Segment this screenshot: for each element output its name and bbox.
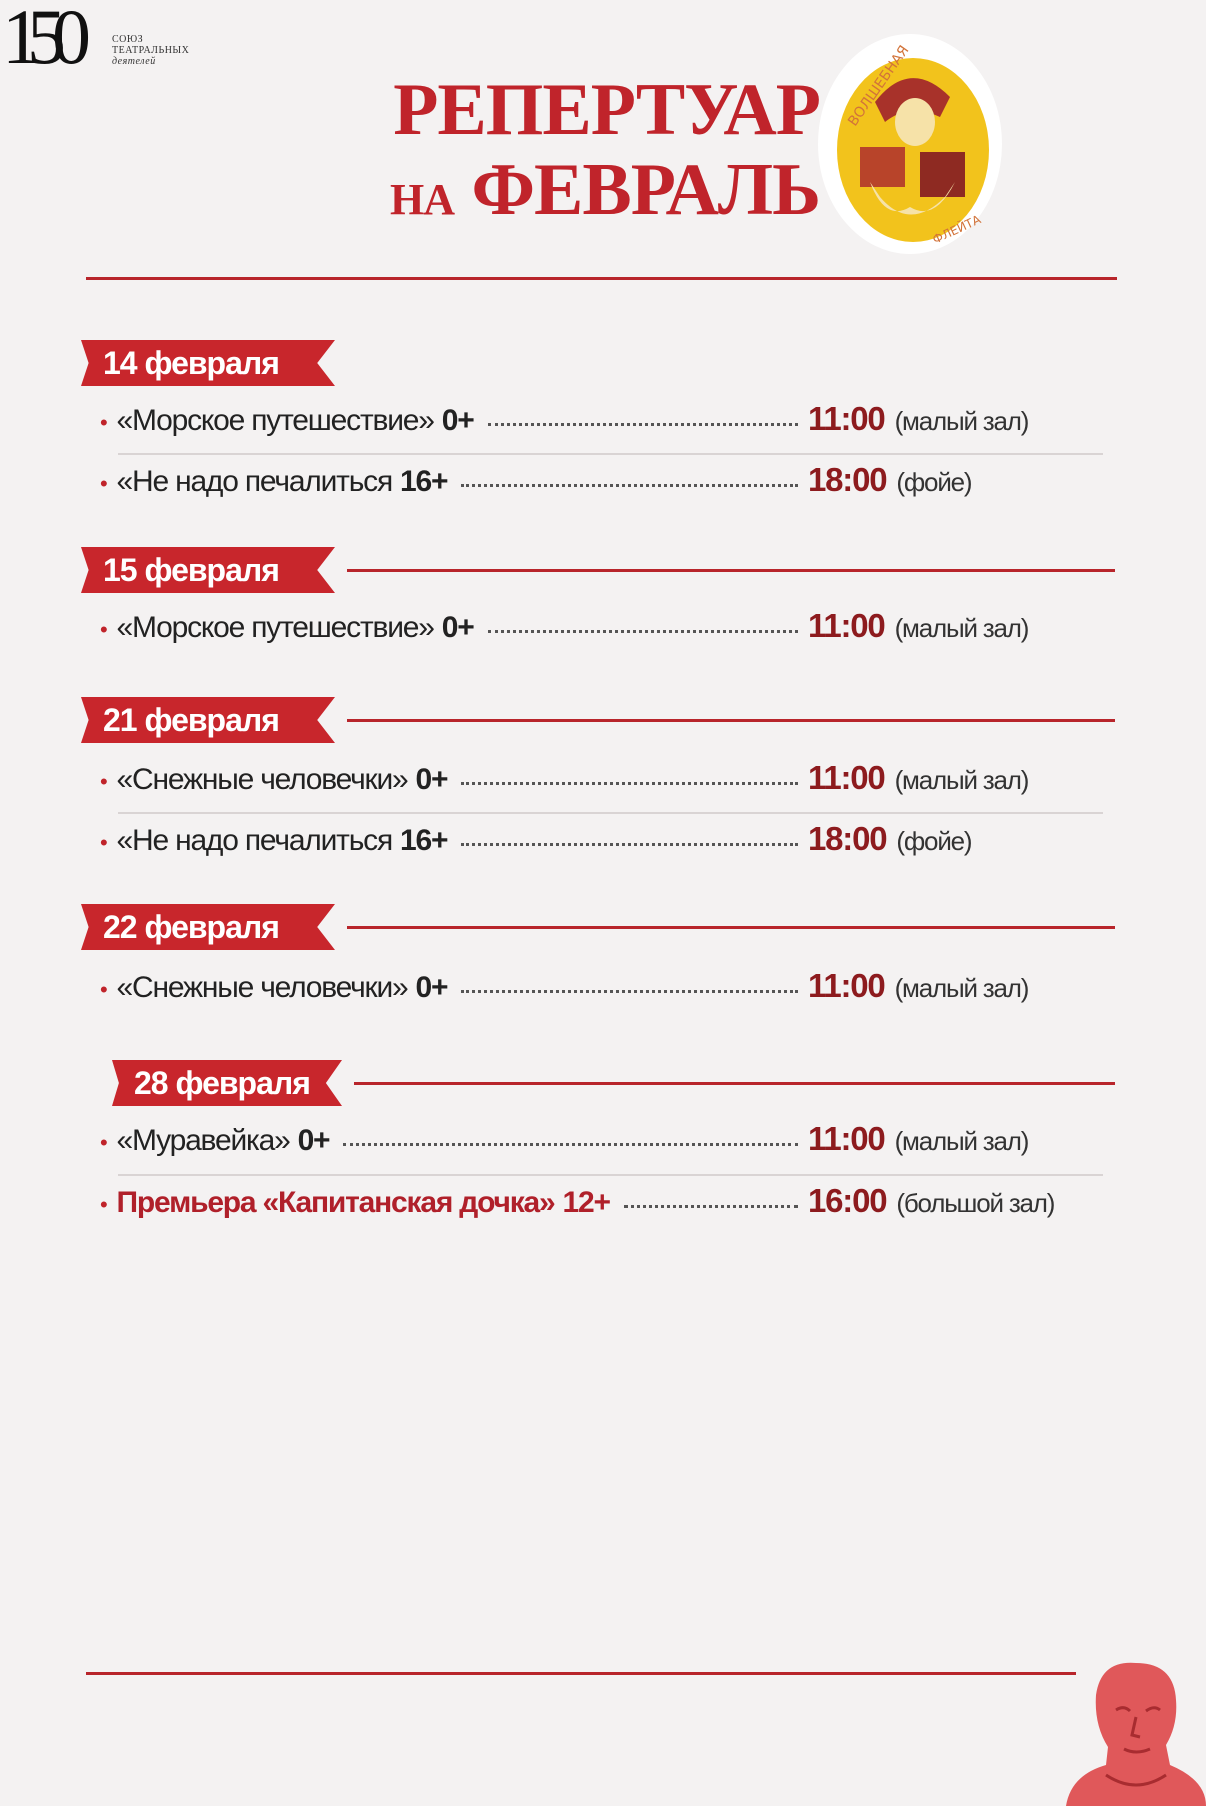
event-venue: (фойе) <box>896 826 972 856</box>
event-time: 11:00 <box>808 967 886 1004</box>
event-row: • «Не надо печалиться 16+ 18:00 (фойе) <box>100 461 1110 501</box>
dot-leader <box>623 1205 798 1208</box>
dot-leader <box>461 484 798 487</box>
event-time: 11:00 <box>808 607 886 644</box>
section-divider <box>354 1082 1115 1085</box>
age-rating: 0+ <box>415 971 449 1004</box>
event-title: «Морское путешествие» <box>116 404 435 437</box>
age-rating: 0+ <box>297 1124 331 1157</box>
event-row: • «Морское путешествие» 0+ 11:00 (малый … <box>100 607 1110 647</box>
event-venue: (малый зал) <box>894 406 1030 436</box>
event-title: «Снежные человечки» <box>116 971 409 1004</box>
event-time: 11:00 <box>808 759 886 796</box>
event-row: • Премьера «Капитанская дочка» 12+ 16:00… <box>100 1182 1110 1222</box>
pushkin-bust-image <box>1066 1662 1206 1806</box>
dot-leader <box>487 423 798 426</box>
event-row: • «Не надо печалиться 16+ 18:00 (фойе) <box>100 820 1110 860</box>
jubilee-text: СОЮЗ ТЕАТРАЛЬНЫХ деятелей <box>112 34 190 67</box>
age-rating: 16+ <box>400 465 449 498</box>
page-title: РЕПЕРТУАР НА ФЕВРАЛЬ <box>389 69 821 231</box>
date-badge: 21 февраля <box>81 697 335 743</box>
date-badge: 22 февраля <box>81 904 335 950</box>
dot-leader <box>461 782 798 785</box>
bottom-divider <box>86 1672 1076 1675</box>
bullet-icon: • <box>100 769 108 794</box>
event-row: • «Снежные человечки» 0+ 11:00 (малый за… <box>100 967 1110 1007</box>
section-divider <box>347 926 1115 929</box>
top-divider <box>86 277 1117 280</box>
event-time: 11:00 <box>808 1120 886 1157</box>
event-venue: (малый зал) <box>894 973 1030 1003</box>
event-title: «Не надо печалиться <box>116 824 394 857</box>
bullet-icon: • <box>100 410 108 435</box>
event-row: • «Снежные человечки» 0+ 11:00 (малый за… <box>100 759 1110 799</box>
bullet-icon: • <box>100 977 108 1002</box>
event-title: «Муравейка» <box>116 1124 291 1157</box>
event-venue: (большой зал) <box>896 1188 1055 1218</box>
dot-leader <box>343 1143 798 1146</box>
event-time: 16:00 <box>808 1182 888 1219</box>
age-rating: 0+ <box>415 763 449 796</box>
event-time: 18:00 <box>808 461 888 498</box>
bullet-icon: • <box>100 471 108 496</box>
row-separator <box>118 812 1103 814</box>
event-title: Премьера «Капитанская дочка» <box>116 1186 556 1219</box>
dot-leader <box>461 990 798 993</box>
event-venue: (малый зал) <box>894 765 1030 795</box>
bullet-icon: • <box>100 830 108 855</box>
event-title: «Морское путешествие» <box>116 611 435 644</box>
event-time: 18:00 <box>808 820 888 857</box>
bullet-icon: • <box>100 1130 108 1155</box>
date-badge: 14 февраля <box>81 340 335 386</box>
row-separator <box>118 453 1103 455</box>
age-rating: 0+ <box>441 404 475 437</box>
age-rating: 12+ <box>562 1186 612 1219</box>
event-venue: (малый зал) <box>894 613 1030 643</box>
event-row: • «Муравейка» 0+ 11:00 (малый зал) <box>100 1120 1110 1160</box>
date-badge: 28 февраля <box>112 1060 342 1106</box>
jubilee-logo: 150 СОЮЗ ТЕАТРАЛЬНЫХ деятелей <box>0 0 240 80</box>
theatre-logo: ВОЛШЕБНАЯ ФЛЕЙТА <box>818 34 1002 254</box>
age-rating: 16+ <box>400 824 449 857</box>
bullet-icon: • <box>100 617 108 642</box>
bullet-icon: • <box>100 1192 108 1217</box>
jubilee-number: 150 <box>2 0 91 80</box>
date-badge: 15 февраля <box>81 547 335 593</box>
section-divider <box>347 719 1115 722</box>
event-title: «Не надо печалиться <box>116 465 394 498</box>
event-row: • «Морское путешествие» 0+ 11:00 (малый … <box>100 400 1110 440</box>
section-divider <box>347 569 1115 572</box>
event-time: 11:00 <box>808 400 886 437</box>
event-title: «Снежные человечки» <box>116 763 409 796</box>
dot-leader <box>487 630 798 633</box>
age-rating: 0+ <box>441 611 475 644</box>
event-venue: (малый зал) <box>894 1126 1030 1156</box>
row-separator <box>118 1174 1103 1176</box>
event-venue: (фойе) <box>896 467 972 497</box>
dot-leader <box>461 843 798 846</box>
